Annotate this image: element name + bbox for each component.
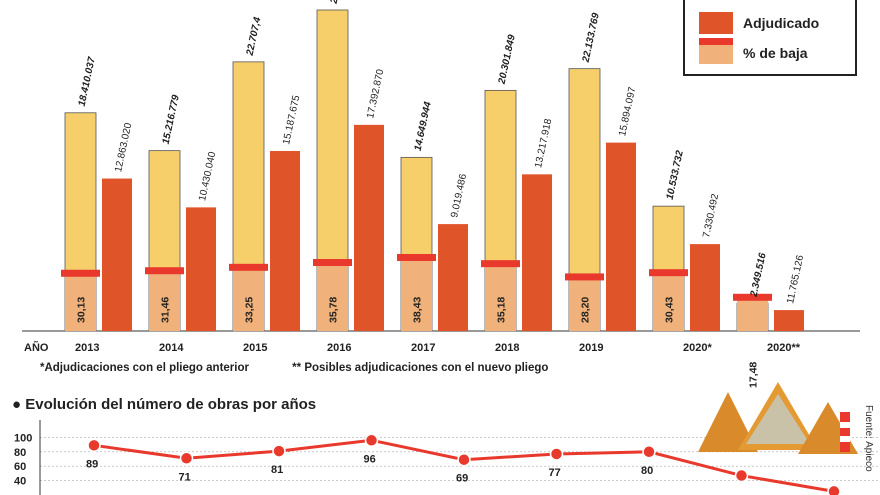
baja-marker-2017 [397,253,436,261]
bar-adjudicado-2014 [186,207,216,331]
line-point-2015 [272,444,286,458]
legend-item-baja: % de baja [699,38,808,64]
label-adjudicado-2014: 10.430.040 [197,150,218,202]
line-label-2013: 89 [86,458,98,470]
line-label-2017: 69 [456,473,468,485]
label-baja-2020*: 30,43 [664,297,676,323]
line-label-2016: 96 [364,453,376,465]
year-label-2013: 2013 [75,342,99,354]
y-tick-40: 40 [14,476,26,488]
line-point-2013 [87,438,101,453]
line-label-2018: 77 [549,467,561,479]
label-adjudicado-2015: 15.187.675 [281,94,302,146]
label-total-2020**: 2.349.516 [748,252,768,299]
baja-marker-2015 [229,263,268,271]
label-baja-2020**: 17,48 [748,362,760,388]
year-label-2019: 2019 [579,342,603,354]
label-total-2017: 14.649.944 [413,100,434,152]
footnotes: *Adjudicaciones con el pliego anterior *… [40,362,588,374]
baja-marker-2020* [649,269,688,277]
label-total-2020*: 10.533.732 [665,149,686,201]
bar-baja-2015 [233,267,264,331]
legend-label-adjudicado: Adjudicado [743,15,820,31]
y-tick-100: 100 [14,432,32,444]
bar-baja-2019 [569,277,600,331]
label-total-2016: 27.082,9 [328,0,347,6]
bar-adjudicado-2018 [522,174,552,331]
bar-adjudicado-2015 [270,150,300,331]
line-point-2016 [364,433,379,448]
year-label-2020**: 2020** [767,342,801,354]
label-baja-2013: 30,13 [76,297,88,323]
label-total-2019: 22.133.769 [580,12,601,65]
y-tick-80: 80 [14,447,26,459]
bar-adjudicado-2020** [774,310,804,331]
label-total-2014: 15.216.779 [161,94,182,146]
year-label-2015: 2015 [243,342,267,354]
label-adjudicado-2017: 9.019.486 [449,172,469,218]
label-total-2018: 20.301.849 [496,33,517,86]
legend-item-adjudicado: Adjudicado [699,12,819,34]
bar-baja-2013 [65,273,96,331]
year-label-2020*: 2020* [683,342,712,354]
line-point-2019 [642,445,656,459]
bar-baja-2020** [737,297,768,331]
line-label-2019: 80 [641,465,653,477]
label-baja-2016: 35,78 [328,297,340,323]
bar-adjudicado-2019 [606,142,636,331]
baja-marker-2016 [313,259,352,267]
line-point-2020** [827,484,841,495]
traffic-cones-photo [698,382,858,454]
y-tick-60: 60 [14,461,26,473]
legend-swatch-baja [699,38,733,64]
year-label-2017: 2017 [411,342,435,354]
bar-adjudicado-2016 [354,124,384,332]
line-point-2017 [457,452,471,467]
baja-marker-2018 [481,260,520,268]
bar-baja-2017 [401,257,432,331]
label-adjudicado-2013: 12.863.020 [113,121,134,173]
line-label-2015: 81 [271,464,283,476]
bar-baja-2018 [485,264,516,331]
line-chart-title-text: Evolución del número de obras por años [25,396,317,413]
bar-adjudicado-2020* [690,244,720,331]
footnote-1: *Adjudicaciones con el pliego anterior [40,362,249,374]
source-text: Fuente: Apieco [863,405,874,472]
year-label-2018: 2018 [495,342,519,354]
year-label-2014: 2014 [159,342,184,354]
label-baja-2018: 35,18 [496,297,508,323]
label-baja-2014: 31,46 [160,297,172,323]
bar-chart: AÑO 18.410.037 12.863.020 30,13 2013 15.216.7… [22,0,860,388]
label-baja-2017: 38,43 [412,297,424,323]
baja-marker-2020** [733,293,772,301]
label-adjudicado-2020*: 7.330.492 [701,193,721,239]
baja-marker-2013 [61,269,100,277]
x-axis-prefix: AÑO [24,341,49,354]
label-total-2013: 18.410.037 [77,56,98,108]
baja-marker-2019 [565,273,604,281]
footnote-2: ** Posibles adjudicaciones con el nuevo … [292,362,549,374]
year-label-2016: 2016 [327,342,351,354]
line-point-2020* [734,468,749,483]
legend-swatch-adjudicado [699,12,733,34]
baja-marker-2014 [145,267,184,275]
bar-baja-2014 [149,271,180,331]
legend-label-baja: % de baja [743,45,808,61]
label-adjudicado-2019: 15.894.097 [617,86,638,138]
bar-baja-2020* [653,273,684,331]
label-adjudicado-2020**: 11.765.126 [785,254,806,305]
label-baja-2015: 33,25 [244,297,256,323]
line-point-2014 [179,451,194,466]
bar-adjudicado-2017 [438,224,468,331]
line-label-2014: 71 [179,471,191,483]
bar-baja-2016 [317,263,348,331]
line-chart-title: ● Evolución del número de obras por años [12,396,317,413]
label-adjudicado-2016: 17.392.870 [365,68,386,120]
legend: Adjudicado % de baja [683,0,857,76]
label-baja-2019: 28,20 [580,297,592,323]
line-point-2018 [549,447,564,461]
label-adjudicado-2018: 13.217.918 [533,117,554,169]
label-total-2015: 22.707,4 [244,16,263,58]
bar-adjudicado-2013 [102,178,132,331]
